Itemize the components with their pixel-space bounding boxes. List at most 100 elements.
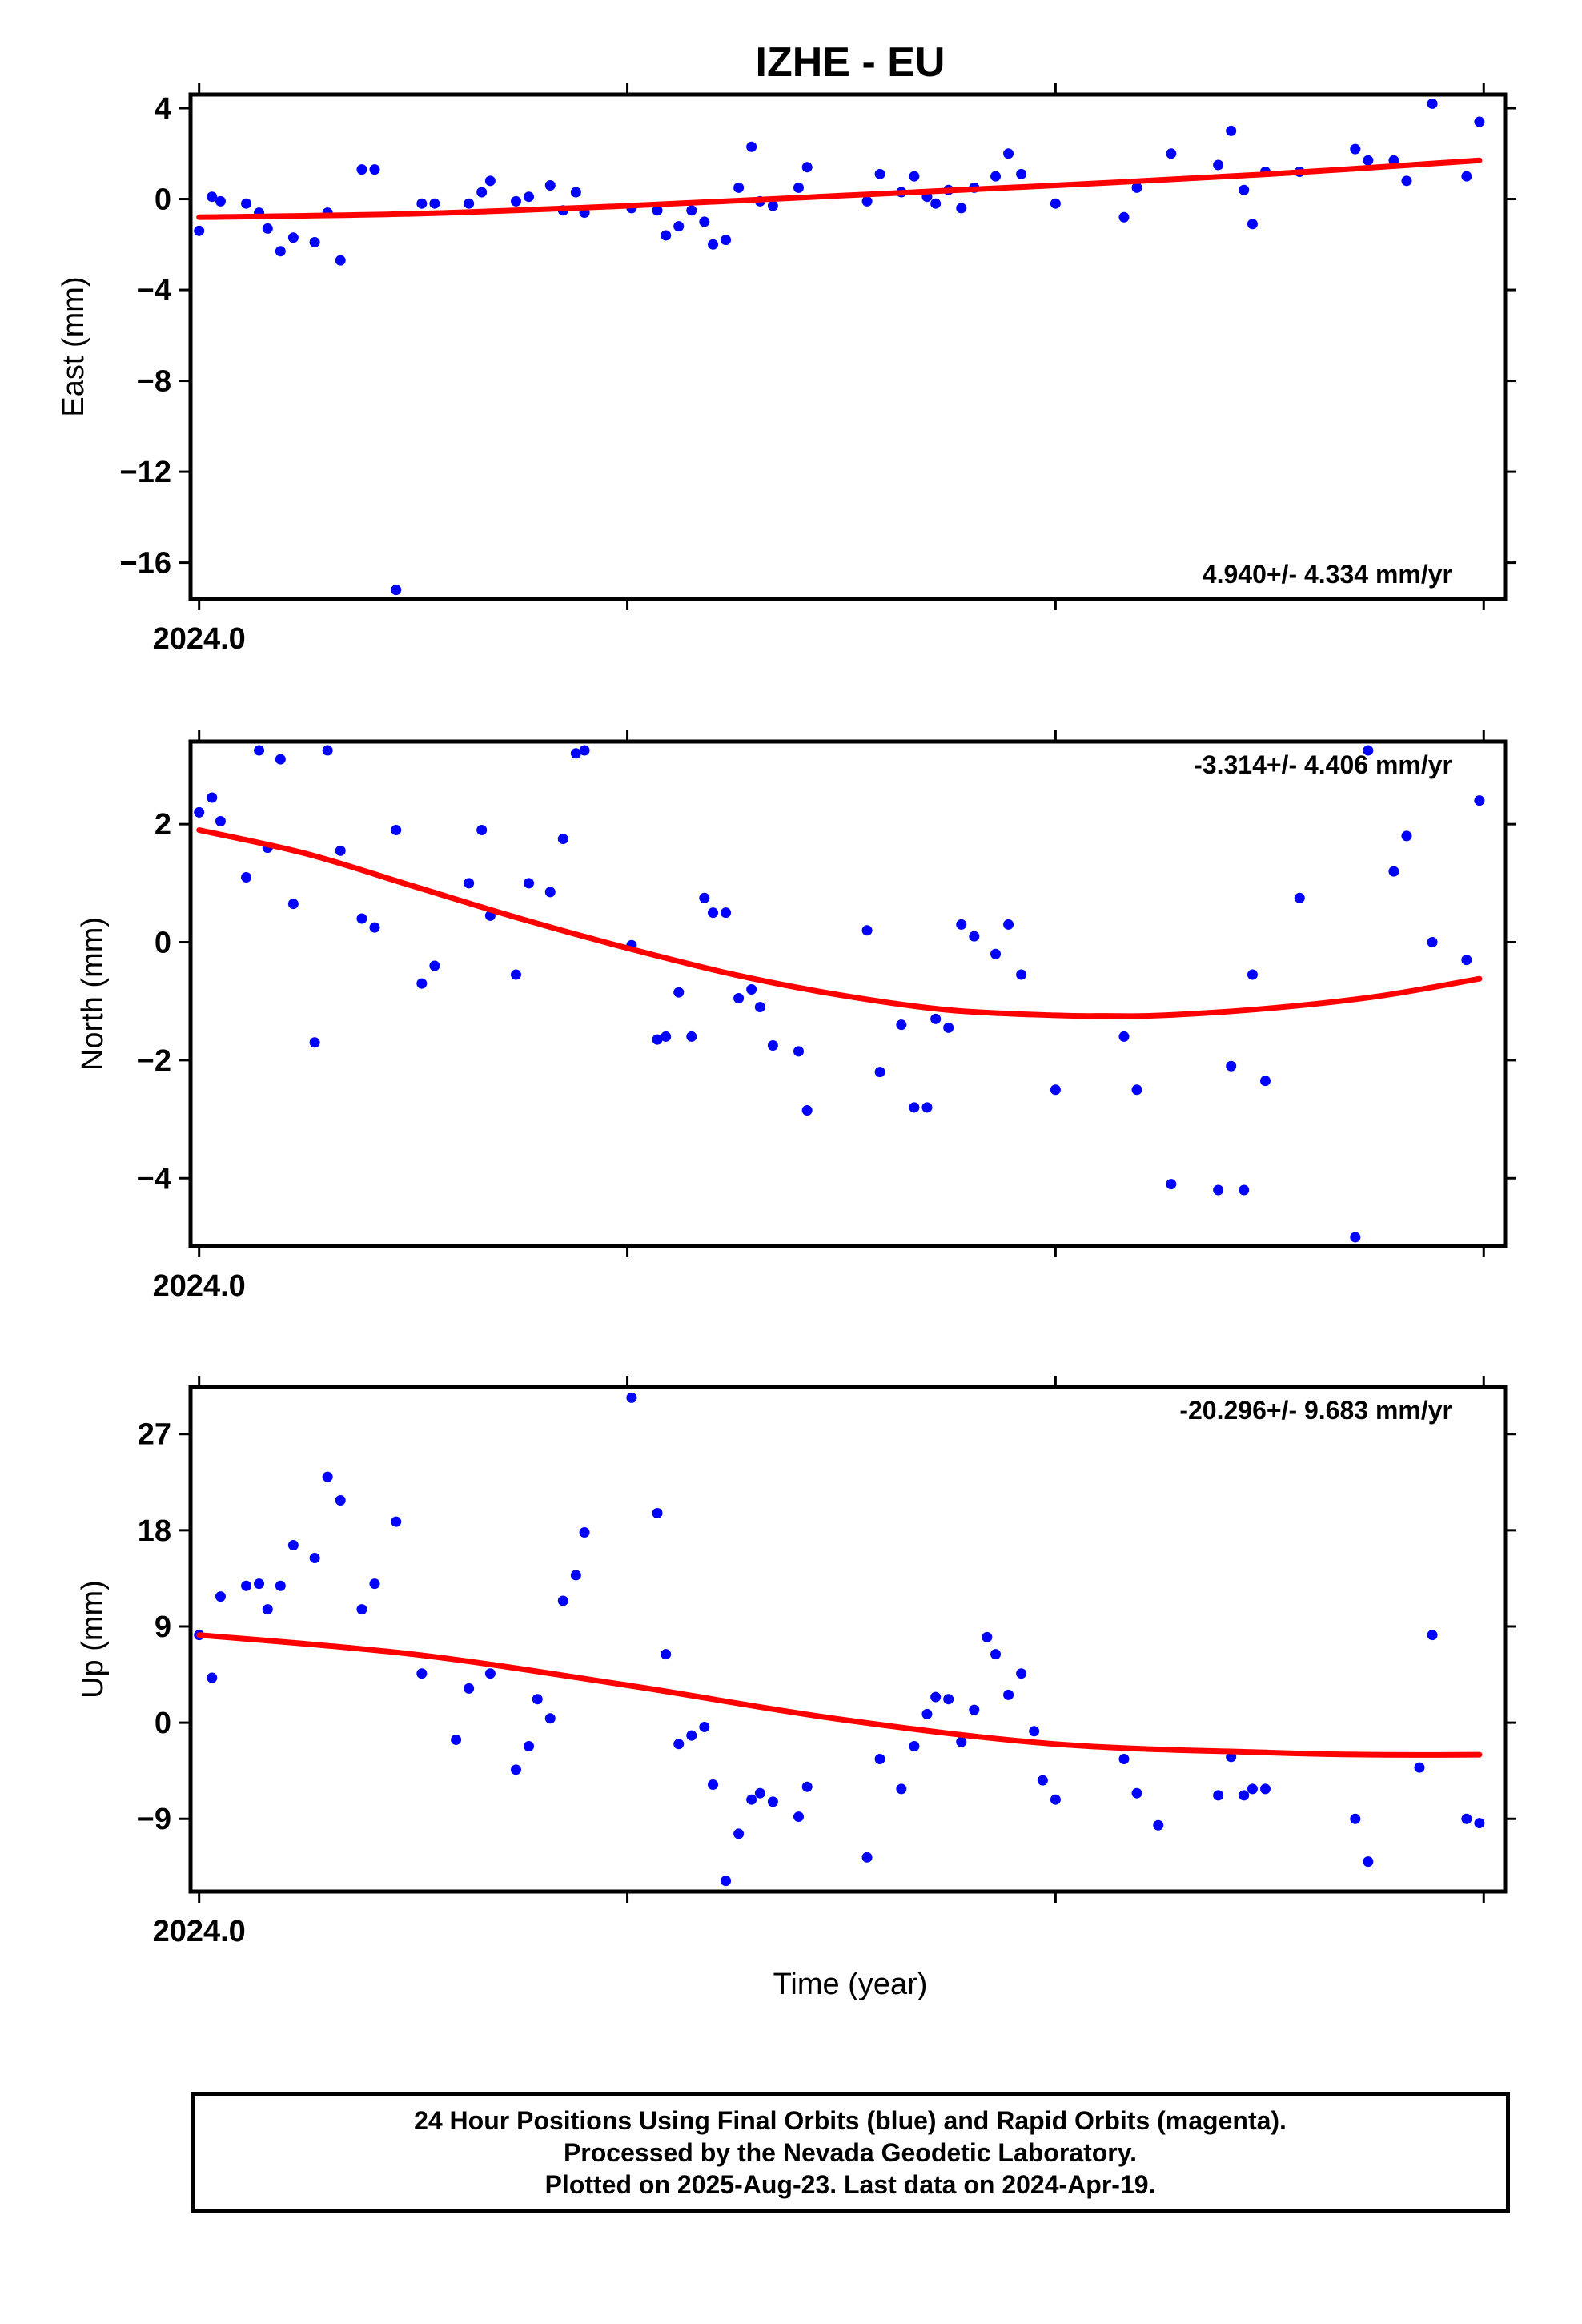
up-data-point (262, 1604, 273, 1615)
north-data-point (1294, 892, 1305, 903)
up-data-point (1247, 1783, 1258, 1795)
footer-line-1: 24 Hour Positions Using Final Orbits (bl… (414, 2106, 1287, 2135)
north-data-point (754, 1002, 765, 1013)
north-x-tick-label: 2024.0 (153, 1269, 246, 1303)
east-data-point (275, 246, 286, 257)
north-data-point (1247, 969, 1258, 980)
north-y-tick-label: 2 (155, 808, 171, 842)
north-data-point (896, 1019, 907, 1031)
east-data-point (429, 198, 440, 209)
up-y-tick-label: 9 (155, 1610, 171, 1644)
east-data-point (793, 182, 804, 193)
east-data-point (524, 191, 535, 203)
east-data-point (1118, 211, 1130, 223)
up-data-point (767, 1796, 778, 1807)
up-data-point (335, 1494, 346, 1506)
north-data-point (956, 919, 967, 930)
north-y-axis-label: North (mm) (76, 917, 110, 1071)
up-data-point (1461, 1813, 1472, 1824)
up-data-point (956, 1736, 967, 1747)
up-data-point (1350, 1813, 1361, 1824)
up-trend-line (196, 1632, 1483, 1758)
east-data-point (874, 168, 885, 179)
footer-line-2: Processed by the Nevada Geodetic Laborat… (563, 2138, 1138, 2167)
up-data-point (391, 1516, 402, 1527)
north-data-point (335, 845, 346, 856)
east-y-tick-label: −12 (120, 456, 171, 489)
north-data-point (733, 993, 745, 1004)
east-data-point (1350, 143, 1361, 155)
up-data-point (1363, 1856, 1374, 1868)
north-data-point (369, 922, 380, 933)
east-y-tick-label: −8 (137, 365, 171, 399)
north-data-point (990, 948, 1002, 959)
north-data-point (429, 960, 440, 971)
east-data-point (309, 236, 320, 247)
east-data-point (652, 205, 663, 216)
north-rate-label: -3.314+/- 4.406 mm/yr (1194, 750, 1452, 779)
north-data-point (1427, 937, 1438, 948)
north-data-point (686, 1031, 697, 1042)
north-data-point (1118, 1031, 1130, 1042)
up-data-point (754, 1787, 765, 1799)
north-data-point (1388, 866, 1399, 877)
north-data-point (524, 878, 535, 889)
east-data-point (476, 187, 488, 198)
up-data-point (1029, 1726, 1040, 1737)
north-data-point (241, 871, 252, 883)
north-plot-frame (188, 739, 1508, 1248)
east-data-point (746, 141, 757, 152)
east-data-point (1247, 219, 1258, 230)
north-data-point (874, 1067, 885, 1078)
up-data-point (921, 1708, 933, 1719)
north-data-point (861, 925, 873, 936)
east-data-point (733, 182, 745, 193)
north-data-point (943, 1022, 954, 1033)
up-y-axis-label: Up (mm) (76, 1580, 110, 1699)
up-data-point (652, 1508, 663, 1518)
east-data-point (990, 171, 1002, 182)
up-data-point (287, 1540, 299, 1551)
up-data-point (544, 1713, 556, 1724)
up-data-point (896, 1783, 907, 1795)
east-y-tick-label: −16 (120, 547, 171, 581)
up-data-point (532, 1694, 543, 1705)
north-panel: 2 0 −2 −4 2024.0 North (mm) -3.314+/- 4.406 mm… (76, 730, 1516, 1303)
north-data-point (510, 969, 521, 980)
north-data-point (1363, 745, 1374, 756)
up-data-point (579, 1527, 590, 1538)
up-data-point (524, 1740, 535, 1751)
up-data-point (1213, 1790, 1224, 1801)
east-y-tick-label: −4 (137, 274, 171, 308)
east-data-point (956, 203, 967, 214)
up-data-point (1003, 1689, 1014, 1700)
up-data-point (699, 1721, 710, 1732)
north-data-point (391, 825, 402, 836)
north-data-point (767, 1039, 778, 1051)
east-data-point (207, 191, 218, 203)
up-data-point (686, 1730, 697, 1741)
up-data-point (1474, 1818, 1485, 1829)
up-y-tick-label: 18 (138, 1514, 171, 1548)
up-data-point (1118, 1753, 1130, 1764)
east-data-point (721, 235, 732, 246)
up-y-tick-label: 0 (155, 1707, 171, 1740)
up-data-point (733, 1828, 745, 1839)
up-data-point (451, 1734, 462, 1745)
north-data-point (1213, 1184, 1224, 1196)
east-trend-line (196, 157, 1483, 220)
up-data-point (464, 1683, 475, 1694)
north-data-point (1350, 1232, 1361, 1243)
north-data-point (275, 754, 286, 765)
up-data-point (1131, 1787, 1142, 1799)
up-data-point (943, 1694, 954, 1705)
east-data-point (673, 221, 685, 232)
east-rate-label: 4.940+/- 4.334 mm/yr (1203, 560, 1452, 589)
up-plot-frame (188, 1385, 1508, 1894)
north-data-point (1226, 1060, 1237, 1072)
east-data-point (484, 175, 496, 187)
east-data-point (287, 232, 299, 243)
east-data-point (661, 230, 672, 241)
east-data-point (1016, 168, 1027, 179)
up-data-point (275, 1580, 286, 1591)
